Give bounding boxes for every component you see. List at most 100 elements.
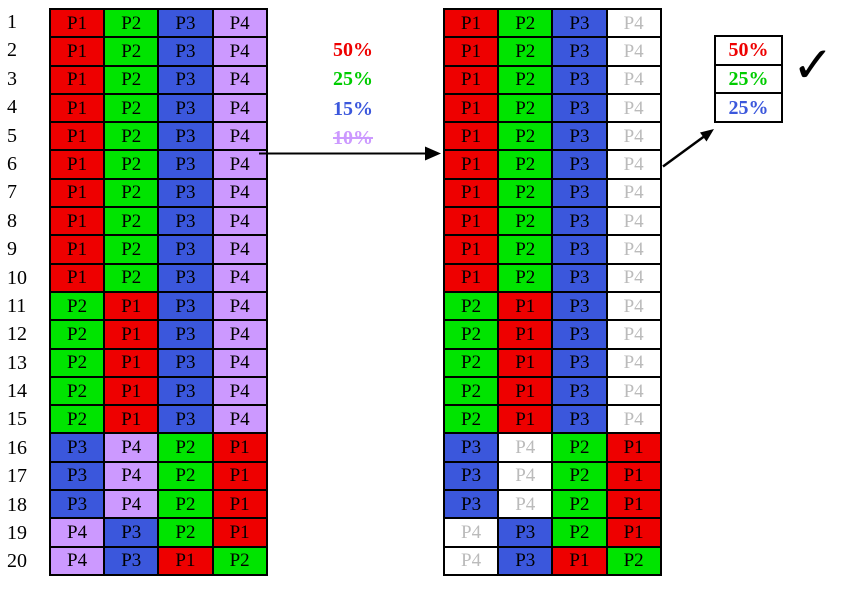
process-cell-p3: P3 — [553, 123, 606, 150]
legend-cell: 50% — [716, 37, 781, 64]
process-cell-p4: P4 — [445, 547, 498, 574]
process-cell-p4: P4 — [607, 236, 660, 263]
process-cell-p1: P1 — [105, 321, 158, 348]
process-cell-p4: P4 — [51, 547, 104, 574]
process-cell-p4: P4 — [607, 208, 660, 235]
allocation-label: 10% — [333, 126, 373, 149]
process-cell-p1: P1 — [213, 434, 266, 461]
process-cell-p4: P4 — [607, 66, 660, 93]
row-number: 16 — [7, 436, 27, 459]
process-cell-p2: P2 — [553, 491, 606, 518]
process-cell-p4: P4 — [607, 10, 660, 37]
process-cell-p1: P1 — [51, 123, 104, 150]
process-cell-p3: P3 — [159, 264, 212, 291]
process-cell-p2: P2 — [553, 434, 606, 461]
row-number: 17 — [7, 465, 27, 488]
process-cell-p3: P3 — [553, 321, 606, 348]
process-cell-p4: P4 — [105, 434, 158, 461]
process-cell-p1: P1 — [607, 462, 660, 490]
process-cell-p1: P1 — [51, 179, 104, 207]
process-cell-p1: P1 — [445, 264, 498, 291]
process-cell-p4: P4 — [213, 66, 266, 93]
process-cell-p2: P2 — [499, 264, 552, 291]
process-cell-p4: P4 — [213, 377, 266, 405]
process-cell-p2: P2 — [51, 377, 104, 405]
process-cell-p1: P1 — [51, 264, 104, 291]
process-cell-p2: P2 — [51, 321, 104, 348]
process-cell-p3: P3 — [499, 547, 552, 574]
row-number: 11 — [7, 294, 27, 317]
allocation-label: 50% — [333, 39, 373, 61]
process-cell-p2: P2 — [159, 491, 212, 518]
process-cell-p3: P3 — [553, 151, 606, 178]
process-cell-p2: P2 — [499, 38, 552, 65]
row-number: 7 — [7, 181, 17, 204]
process-cell-p1: P1 — [159, 547, 212, 574]
process-cell-p4: P4 — [213, 321, 266, 348]
process-cell-p2: P2 — [105, 123, 158, 150]
process-cell-p3: P3 — [159, 321, 212, 348]
process-cell-p2: P2 — [51, 349, 104, 376]
process-cell-p2: P2 — [607, 547, 660, 574]
process-cell-p2: P2 — [159, 462, 212, 490]
process-cell-p1: P1 — [51, 94, 104, 122]
process-cell-p2: P2 — [499, 66, 552, 93]
process-cell-p2: P2 — [105, 236, 158, 263]
legend-cell: 25% — [716, 65, 781, 93]
process-cell-p3: P3 — [51, 462, 104, 490]
process-cell-p4: P4 — [105, 491, 158, 518]
process-cell-p1: P1 — [105, 406, 158, 433]
process-cell-p3: P3 — [159, 10, 212, 37]
process-cell-p2: P2 — [499, 179, 552, 207]
process-cell-p3: P3 — [499, 519, 552, 546]
process-cell-p2: P2 — [105, 10, 158, 37]
process-cell-p1: P1 — [51, 10, 104, 37]
process-cell-p3: P3 — [159, 179, 212, 207]
process-cell-p3: P3 — [553, 264, 606, 291]
process-cell-p3: P3 — [159, 292, 212, 320]
row-number: 14 — [7, 380, 27, 403]
row-number: 1 — [7, 11, 17, 33]
process-cell-p1: P1 — [445, 123, 498, 150]
process-cell-p4: P4 — [499, 434, 552, 461]
process-cell-p4: P4 — [607, 38, 660, 65]
row-number: 20 — [7, 550, 27, 573]
row-number: 18 — [7, 493, 27, 516]
process-cell-p4: P4 — [607, 179, 660, 207]
allocation-table-before: P1 P2 P3 P4 P1 P2 P3 P4 P1 P2 P3 P4 P1 P2 P3 P4 P1 P2 P3 P4… — [49, 8, 268, 576]
process-cell-p4: P4 — [105, 462, 158, 490]
process-cell-p1: P1 — [445, 179, 498, 207]
result-arrow-icon — [662, 129, 714, 168]
process-cell-p4: P4 — [51, 519, 104, 546]
row-number: 19 — [7, 522, 27, 545]
process-cell-p2: P2 — [445, 292, 498, 320]
process-cell-p1: P1 — [105, 377, 158, 405]
process-cell-p1: P1 — [499, 377, 552, 405]
process-cell-p1: P1 — [499, 349, 552, 376]
process-cell-p2: P2 — [159, 434, 212, 461]
row-number: 12 — [7, 323, 27, 346]
process-cell-p4: P4 — [607, 321, 660, 348]
process-cell-p4: P4 — [213, 208, 266, 235]
process-cell-p4: P4 — [213, 151, 266, 178]
process-cell-p2: P2 — [445, 377, 498, 405]
process-cell-p4: P4 — [213, 292, 266, 320]
process-cell-p4: P4 — [607, 264, 660, 291]
process-cell-p4: P4 — [213, 10, 266, 37]
process-cell-p2: P2 — [159, 519, 212, 546]
process-cell-p3: P3 — [159, 349, 212, 376]
process-cell-p3: P3 — [105, 547, 158, 574]
process-cell-p2: P2 — [105, 179, 158, 207]
process-cell-p1: P1 — [51, 236, 104, 263]
process-cell-p4: P4 — [213, 264, 266, 291]
process-cell-p4: P4 — [607, 123, 660, 150]
process-cell-p4: P4 — [499, 491, 552, 518]
process-cell-p3: P3 — [553, 38, 606, 65]
process-cell-p1: P1 — [445, 38, 498, 65]
process-cell-p4: P4 — [213, 406, 266, 433]
row-number: 2 — [7, 39, 17, 62]
process-cell-p1: P1 — [607, 434, 660, 461]
row-number-column: 1 2 3 4 5 6 7 8 9 10 11 12 13 14 15 16 17 18 19 20 — [7, 8, 43, 576]
process-cell-p3: P3 — [159, 38, 212, 65]
